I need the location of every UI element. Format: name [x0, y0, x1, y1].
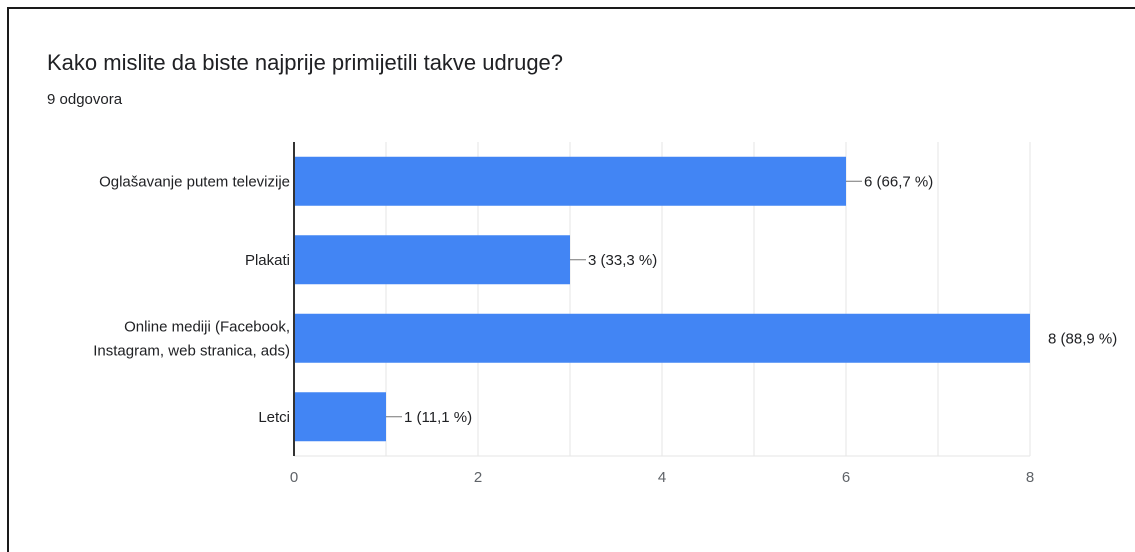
x-tick-label: 8 [1026, 469, 1034, 486]
data-label: 6 (66,7 %) [864, 173, 933, 190]
response-count: 9 odgovora [47, 91, 123, 108]
category-label: Online mediji (Facebook, [124, 318, 290, 335]
x-tick-label: 2 [474, 469, 482, 486]
bar [294, 235, 570, 285]
data-label: 8 (88,9 %) [1048, 330, 1117, 347]
x-tick-label: 6 [842, 469, 850, 486]
bar [294, 313, 1030, 363]
category-label: Instagram, web stranica, ads) [93, 342, 290, 359]
x-tick-label: 4 [658, 469, 666, 486]
category-label: Oglašavanje putem televizije [99, 173, 290, 190]
category-label: Letci [258, 409, 290, 426]
category-label: Plakati [245, 252, 290, 269]
data-label: 3 (33,3 %) [588, 252, 657, 269]
x-tick-label: 0 [290, 469, 298, 486]
chart-card [7, 7, 1135, 552]
bar [294, 156, 846, 206]
chart-title: Kako mislite da biste najprije primijeti… [47, 50, 564, 75]
bar [294, 392, 386, 442]
data-label: 1 (11,1 %) [404, 409, 472, 426]
